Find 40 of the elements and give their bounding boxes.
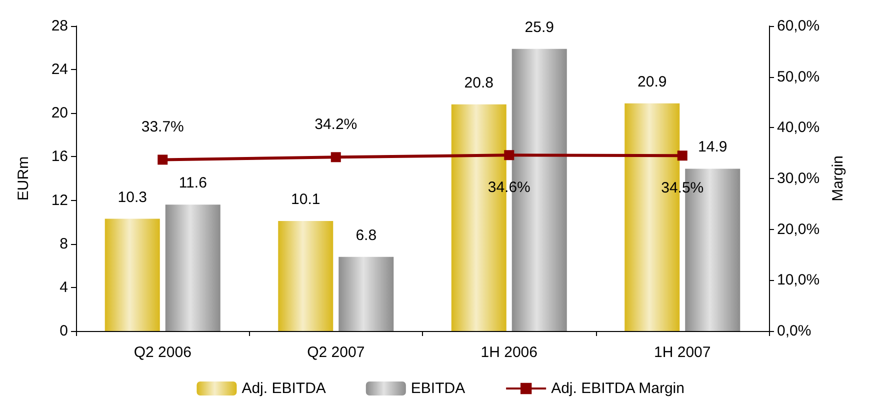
y2-tick-label: 0,0% [777,322,812,340]
y-tick-label: 28 [51,18,68,34]
data-label: 34.6% [488,179,530,196]
y2-tick-label: 30,0% [777,170,820,187]
y-tick-label: 4 [60,278,68,296]
bar [338,256,394,331]
data-label: 6.8 [356,226,377,244]
data-label: 11.6 [178,174,207,192]
legend-label: EBITDA [410,380,466,397]
data-label: 25.9 [524,18,554,36]
legend-label: Adj. EBITDA Margin [551,380,684,397]
data-label: 33.7% [141,118,184,136]
data-label: 34.5% [661,180,704,197]
legend-label: Adj. EBITDA [242,380,326,397]
y-tick-label: 8 [60,235,68,252]
y2-tick-label: 10,0% [777,272,820,289]
y2-tick-label: 50,0% [777,68,820,86]
y2-axis-title: Margin [829,156,846,202]
y-tick-label: 24 [51,61,68,78]
x-tick-label: Q2 2006 [134,344,192,361]
y-axis-title: EURm [15,156,32,201]
data-label: 10.3 [118,188,147,206]
bar [165,204,220,331]
bar [104,218,160,331]
data-label: 14.9 [698,138,728,156]
x-tick-label: 1H 2006 [480,344,538,361]
x-tick-label: 1H 2007 [654,344,711,361]
bar [278,220,334,331]
y2-tick-label: 60,0% [777,18,820,34]
data-label: 20.8 [464,74,494,92]
y-tick-label: 12 [51,192,68,209]
y-tick-label: 20 [51,104,68,122]
data-label: 34.2% [314,116,358,134]
y-tick-label: 16 [51,148,68,166]
y-tick-label: 0 [60,322,68,340]
data-label: 10.1 [291,190,320,208]
x-tick-label: Q2 2007 [307,344,365,361]
data-label: 20.9 [638,73,667,90]
y2-tick-label: 20,0% [777,220,820,238]
y2-tick-label: 40,0% [777,119,820,136]
